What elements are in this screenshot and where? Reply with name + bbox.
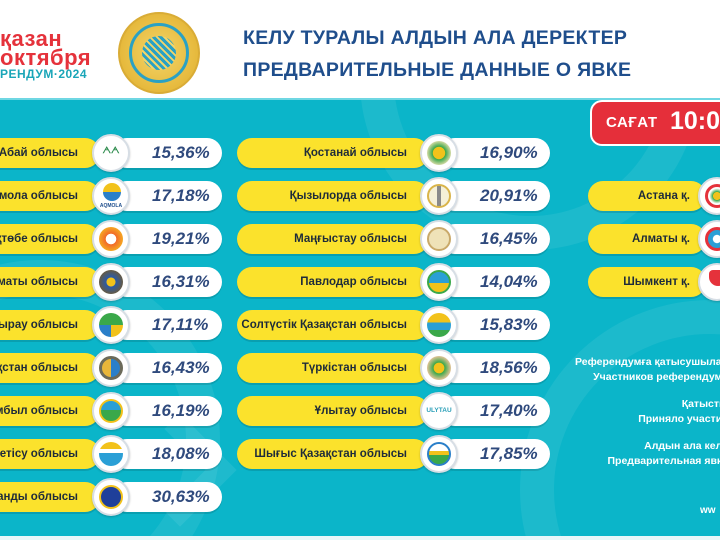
date-kz: қазан: [0, 26, 63, 51]
west-kazakhstan-logo-icon: [92, 349, 130, 387]
bottom-border: [0, 536, 720, 540]
region-name: қмола облысы: [0, 190, 78, 202]
time-badge: САҒАТ 10:0: [590, 100, 720, 146]
region-name: лматы облысы: [0, 276, 78, 288]
turnout-value: 16,45%: [480, 229, 538, 248]
time-label: САҒАТ: [606, 114, 658, 131]
turnout-value: 17,40%: [480, 401, 538, 420]
region-name: Түркістан облысы: [301, 362, 407, 374]
header: қазан октября РЕНДУМ·2024 КЕЛУ ТУРАЛЫ АЛ…: [0, 0, 720, 98]
page-title: КЕЛУ ТУРАЛЫ АЛДЫН АЛА ДЕРЕКТЕР ПРЕДВАРИТ…: [243, 22, 631, 86]
turnout-value: 14,04%: [480, 272, 538, 291]
east-kazakhstan-logo-icon: [420, 435, 458, 473]
pavlodar-logo-icon: [420, 263, 458, 301]
region-name: амбыл облысы: [0, 405, 78, 417]
turnout-value: 19,21%: [152, 229, 210, 248]
turnout-value: 17,85%: [480, 444, 538, 463]
kyzylorda-logo-icon: [420, 177, 458, 215]
aqmola-logo-icon: AQMOLA: [92, 177, 130, 215]
region-name: Шығыс Қазақстан облысы: [254, 448, 407, 460]
turnout-value: 16,90%: [480, 143, 538, 162]
referendum-brand: қазан октября РЕНДУМ·2024: [0, 26, 92, 81]
turnout-value: 16,31%: [152, 272, 210, 291]
region-name: Ұлытау облысы: [314, 405, 407, 417]
legend-participated: Қатысты Приняло участие: [638, 398, 720, 425]
kostanay-logo-icon: [420, 134, 458, 172]
time-value: 10:0: [670, 107, 720, 135]
event-label: РЕНДУМ·2024: [0, 67, 88, 81]
turnout-value: 15,36%: [152, 143, 210, 162]
turnout-value: 20,91%: [480, 186, 538, 205]
zhetisu-logo-icon: [92, 435, 130, 473]
region-name: ағанды облысы: [0, 491, 78, 503]
turnout-value: 15,83%: [480, 315, 538, 334]
region-name: Ақтөбе облысы: [0, 233, 78, 245]
region-name: Жетісу облысы: [0, 448, 78, 460]
turnout-value: 18,56%: [480, 358, 538, 377]
region-name: Қызылорда облысы: [289, 190, 407, 202]
atyrau-logo-icon: [92, 306, 130, 344]
title-ru: ПРЕДВАРИТЕЛЬНЫЕ ДАННЫЕ О ЯВКЕ: [243, 59, 632, 81]
turnout-value: 16,43%: [152, 358, 210, 377]
election-commission-emblem-icon: [118, 12, 200, 94]
region-name: Қостанай облысы: [303, 147, 407, 159]
astana-logo-icon: [698, 177, 720, 215]
region-name: Абай облысы: [0, 147, 78, 159]
turnout-value: 17,11%: [152, 315, 209, 334]
region-name: тырау облысы: [0, 319, 78, 331]
abai-logo-icon: ᗅᗅ: [92, 134, 130, 172]
karaganda-logo-icon: [92, 478, 130, 516]
website-link[interactable]: ww: [700, 505, 716, 516]
zhambyl-logo-icon: [92, 392, 130, 430]
turnout-value: 17,18%: [152, 186, 210, 205]
ulytau-logo-icon: ULYTAU: [420, 392, 458, 430]
region-name: ақстан облысы: [0, 362, 78, 374]
date-ru: октября: [0, 45, 92, 70]
aktobe-logo-icon: [92, 220, 130, 258]
title-kz: КЕЛУ ТУРАЛЫ АЛДЫН АЛА ДЕРЕКТЕР: [243, 27, 628, 49]
region-name: Маңғыстау облысы: [294, 233, 407, 245]
turkistan-logo-icon: [420, 349, 458, 387]
north-kazakhstan-logo-icon: [420, 306, 458, 344]
almaty-region-logo-icon: [92, 263, 130, 301]
city-name: Алматы қ.: [632, 233, 690, 245]
turnout-value: 16,19%: [152, 401, 210, 420]
city-name: Астана қ.: [637, 190, 690, 202]
region-name: Солтүстік Қазақстан облысы: [241, 319, 407, 331]
turnout-value: 18,08%: [152, 444, 210, 463]
region-name: Павлодар облысы: [300, 276, 407, 288]
city-name: Шымкент қ.: [623, 276, 690, 288]
turnout-value: 30,63%: [152, 487, 210, 506]
legend-preliminary-turnout: Алдын ала келу Предварительная явка: [607, 440, 720, 467]
legend-participants: Референдумға қатысушылар Участников рефе…: [575, 356, 720, 383]
almaty-city-logo-icon: [698, 220, 720, 258]
mangystau-logo-icon: [420, 220, 458, 258]
